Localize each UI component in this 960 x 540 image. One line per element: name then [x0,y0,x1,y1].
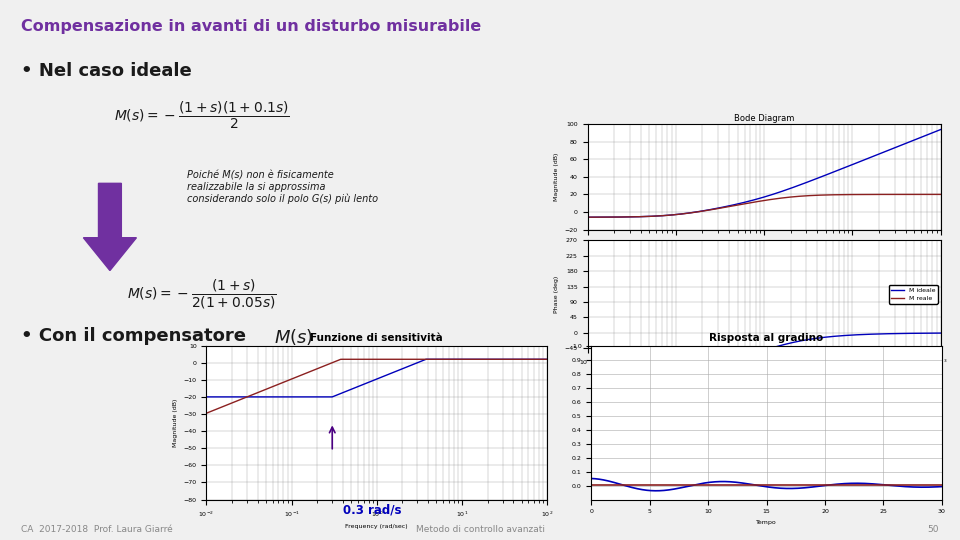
Y-axis label: Magnitude (dB): Magnitude (dB) [173,399,178,447]
M reale [797,380,808,386]
M reale [851,388,862,394]
M ideale [850,332,861,338]
Text: Poiché M(s) non è fisicamente
realizzabile la si approssima
considerando solo il: Poiché M(s) non è fisicamente realizzabi… [187,170,378,204]
M reale [604,388,615,395]
X-axis label: Frequency (rad/sec): Frequency (rad/sec) [346,524,408,529]
Text: • Nel caso ideale: • Nel caso ideale [21,62,192,80]
Line: M reale: M reale [588,373,941,394]
Legend: M ideale, M reale: M ideale, M reale [889,285,938,303]
Text: CA  2017-2018  Prof. Laura Giarré: CA 2017-2018 Prof. Laura Giarré [21,524,173,534]
M reale [886,390,898,396]
M reale [807,382,819,388]
FancyArrow shape [84,184,136,271]
Line: M ideale: M ideale [588,333,941,393]
M ideale [604,388,615,394]
X-axis label: Tempo: Tempo [756,520,777,525]
Text: Compensazione in avanti di un disturbo misurabile: Compensazione in avanti di un disturbo m… [21,19,481,34]
Text: $M(s)$: $M(s)$ [274,327,313,347]
Y-axis label: Phase (deg): Phase (deg) [554,276,559,313]
M ideale [796,338,807,344]
Text: $M(s) = -\dfrac{(1+s)}{2(1+0.05s)}$: $M(s) = -\dfrac{(1+s)}{2(1+0.05s)}$ [127,278,276,312]
M reale [935,391,947,397]
Title: Funzione di sensitività: Funzione di sensitività [310,333,444,343]
M reale [728,369,739,376]
M ideale [806,335,818,342]
Title: Risposta al gradino: Risposta al gradino [709,333,824,343]
Text: 0.3 rad/s: 0.3 rad/s [344,503,401,516]
Title: Bode Diagram: Bode Diagram [734,114,794,124]
Text: Metodo di controllo avanzati: Metodo di controllo avanzati [416,524,544,534]
X-axis label: Frequency (rad/sec): Frequency (rad/sec) [732,373,796,378]
M ideale [787,339,799,346]
Text: 50: 50 [927,524,939,534]
M ideale [935,330,947,336]
M ideale [886,330,898,337]
Text: $M(s) = -\dfrac{(1+s)(1+0.1s)}{2}$: $M(s) = -\dfrac{(1+s)(1+0.1s)}{2}$ [113,100,290,131]
Text: • Con il compensatore: • Con il compensatore [21,327,252,345]
M ideale [582,389,593,396]
M reale [787,377,799,384]
M reale [582,389,593,396]
Y-axis label: Magnitude (dB): Magnitude (dB) [554,153,559,201]
